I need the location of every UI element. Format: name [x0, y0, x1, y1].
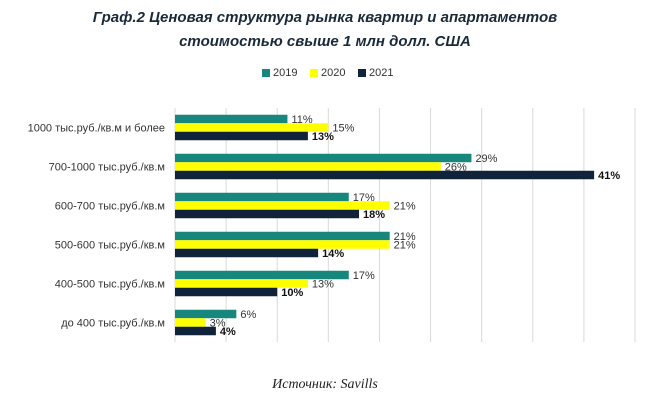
bar-2021 — [175, 326, 216, 336]
bar-2019 — [175, 114, 288, 124]
bar-2021 — [175, 287, 278, 297]
data-label-2019: 17% — [353, 192, 375, 204]
bar-2019 — [175, 309, 237, 319]
data-label-2019: 17% — [353, 270, 375, 282]
bar-2019 — [175, 192, 349, 202]
data-label-2019: 11% — [291, 114, 312, 126]
legend-swatch-2021 — [358, 69, 366, 77]
bar-2020 — [175, 240, 390, 249]
data-label-2020: 13% — [312, 278, 334, 290]
data-label-2021: 41% — [598, 170, 620, 182]
data-label-2019: 6% — [240, 309, 256, 321]
bar-2021 — [175, 209, 359, 219]
bar-2019 — [175, 153, 472, 163]
category-label: 700-1000 тыс.руб./кв.м — [49, 162, 165, 174]
source-note: Источник: Savills — [272, 377, 378, 392]
legend-swatch-2019 — [262, 69, 270, 77]
data-label-2020: 15% — [332, 122, 354, 134]
category-label: 500-600 тыс.руб./кв.м — [55, 240, 165, 252]
bar-2020 — [175, 201, 390, 210]
data-label-2020: 21% — [394, 239, 416, 251]
data-label-2021: 14% — [322, 248, 344, 260]
category-label: 400-500 тыс.руб./кв.м — [55, 279, 165, 291]
category-label: до 400 тыс.руб./кв.м — [61, 318, 165, 330]
bar-2021 — [175, 131, 308, 141]
bar-2021 — [175, 170, 595, 180]
data-label-2021: 13% — [312, 131, 334, 143]
bar-2020 — [175, 162, 441, 171]
data-label-2020: 26% — [445, 161, 467, 173]
bar-2020 — [175, 123, 329, 132]
category-label: 1000 тыс.руб./кв.м и более — [28, 123, 165, 135]
data-label-2020: 3% — [210, 317, 226, 329]
data-label-2019: 29% — [475, 153, 497, 165]
bar-2020 — [175, 318, 206, 327]
chart-title: Граф.2 Ценовая структура рынка квартир и… — [0, 6, 650, 54]
chart-title-line-2: стоимостью свыше 1 млн долл. США — [179, 33, 471, 50]
legend-label-2021: 2021 — [369, 67, 393, 79]
data-label-2020: 21% — [394, 200, 416, 212]
legend-label-2020: 2020 — [321, 67, 345, 79]
bar-2019 — [175, 270, 349, 280]
legend-swatch-2020 — [310, 69, 318, 77]
data-label-2019: 21% — [394, 231, 416, 243]
data-label-2021: 18% — [363, 209, 385, 221]
category-label: 600-700 тыс.руб./кв.м — [55, 201, 165, 213]
chart-title-line-1: Граф.2 Ценовая структура рынка квартир и… — [92, 9, 558, 26]
bar-2021 — [175, 248, 319, 258]
data-label-2021: 10% — [281, 287, 303, 299]
data-label-2021: 4% — [220, 326, 236, 338]
bar-2019 — [175, 231, 390, 241]
legend-label-2019: 2019 — [273, 67, 297, 79]
bar-2020 — [175, 279, 308, 288]
